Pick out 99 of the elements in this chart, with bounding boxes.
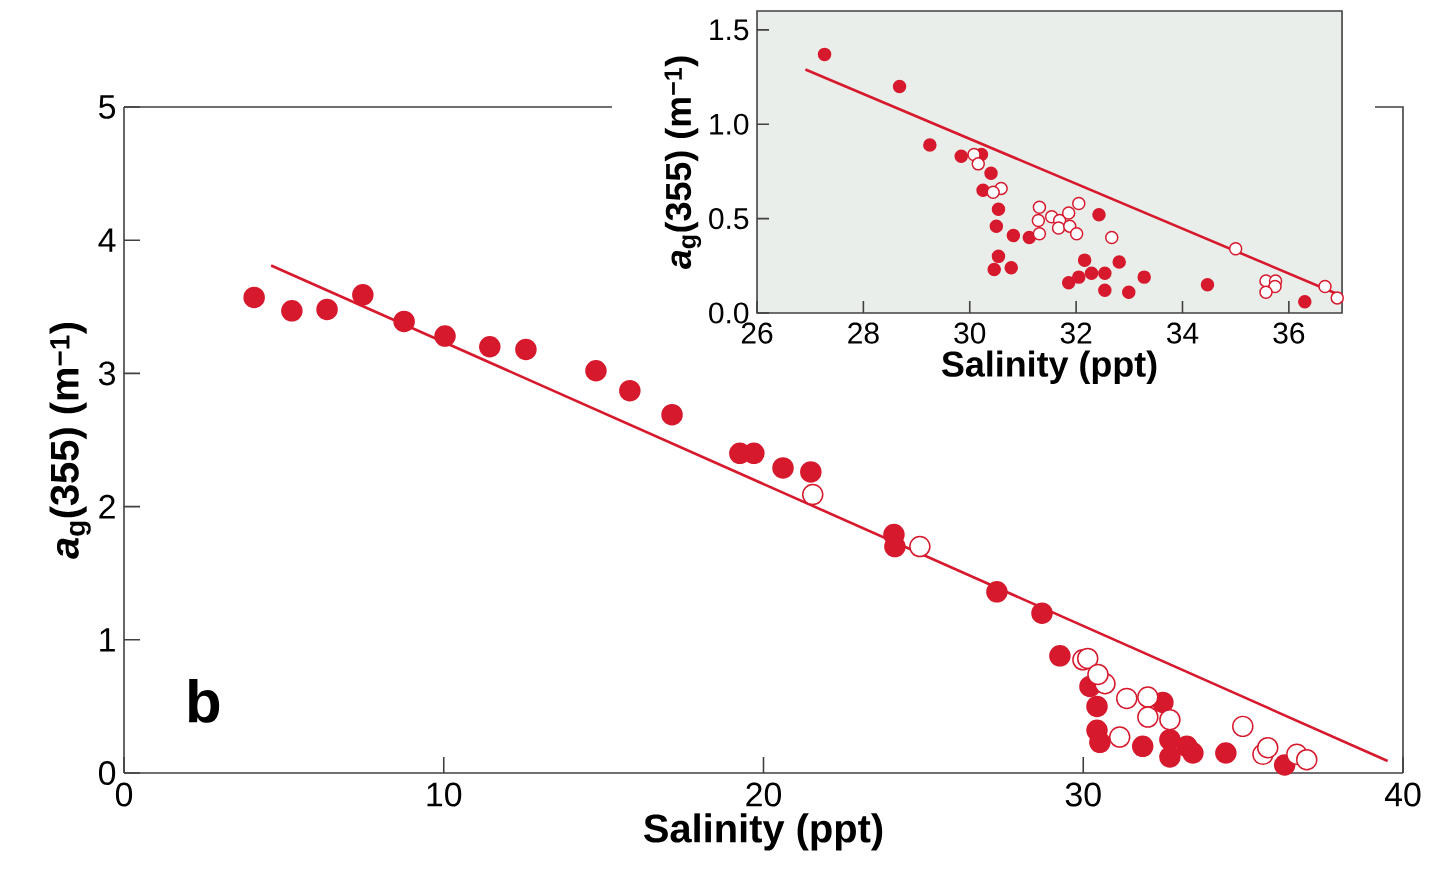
point	[1105, 230, 1119, 245]
point	[1092, 208, 1106, 222]
x-tick-label: 26	[741, 322, 773, 344]
y-tick-label: 1	[100, 628, 115, 652]
point	[1032, 200, 1047, 215]
y-tick-label: 5	[99, 95, 116, 119]
point	[1004, 260, 1018, 275]
x-tick-label: 0	[115, 782, 133, 807]
point	[817, 47, 832, 62]
point	[1051, 221, 1066, 235]
point	[1072, 270, 1086, 284]
y-tick-label: 2	[99, 494, 115, 519]
point	[316, 298, 338, 321]
x-tick-label: 30	[1065, 782, 1101, 807]
point	[1137, 270, 1151, 284]
x-tick-label: 32	[1060, 322, 1092, 344]
point	[1061, 276, 1076, 290]
y-axis-title: a$_{g}$(355) (m$^{−1}$)	[664, 56, 702, 269]
annotation: b	[189, 678, 220, 723]
point	[1259, 285, 1273, 299]
point	[1296, 748, 1318, 771]
point	[1159, 746, 1181, 768]
point	[991, 202, 1006, 216]
point	[281, 300, 303, 322]
x-axis-title: Salinity (ppt)	[643, 813, 883, 851]
x-tick-label: 40	[1384, 782, 1421, 807]
y-tick-label: 0.0	[709, 302, 749, 324]
point	[1298, 294, 1312, 309]
y-tick-label: 0	[98, 761, 116, 785]
y-tick-label: 3	[98, 361, 115, 386]
point	[1330, 291, 1344, 305]
point	[892, 79, 907, 94]
point	[1031, 213, 1046, 228]
x-tick-label: 36	[1273, 322, 1305, 344]
point	[515, 338, 537, 361]
point	[1232, 715, 1254, 738]
point	[1228, 242, 1243, 256]
point	[989, 219, 1004, 233]
point	[1076, 647, 1099, 670]
x-tick-label: 20	[746, 782, 782, 807]
point	[800, 461, 822, 483]
point	[1006, 228, 1021, 243]
point	[772, 457, 794, 479]
y-tick-label: 0.5	[709, 208, 749, 230]
point	[1182, 742, 1204, 764]
y-axis-title: a$_{g}$(355) (m$^{−1}$)	[49, 322, 91, 559]
point	[1022, 230, 1037, 245]
point	[1098, 266, 1112, 281]
point	[1137, 706, 1159, 728]
point	[743, 442, 765, 465]
point	[1137, 686, 1159, 708]
point	[352, 284, 374, 306]
point	[801, 483, 824, 506]
x-tick-label: 10	[427, 782, 462, 807]
point	[1089, 731, 1111, 754]
point	[1087, 663, 1109, 686]
point	[1122, 285, 1136, 299]
x-tick-label: 30	[954, 322, 986, 344]
point	[1115, 687, 1138, 710]
point	[991, 249, 1006, 264]
x-axis-title: Salinity (ppt)	[941, 350, 1157, 384]
point	[1108, 726, 1131, 748]
point	[1061, 206, 1076, 220]
point	[1032, 226, 1047, 241]
point	[585, 359, 607, 382]
point	[1200, 277, 1215, 292]
y-tick-label: 1.5	[710, 19, 749, 41]
point	[1215, 742, 1237, 764]
point	[986, 581, 1008, 603]
point	[984, 166, 998, 181]
point	[1084, 266, 1099, 281]
point	[986, 185, 1000, 199]
point	[1112, 255, 1126, 269]
point	[1098, 283, 1112, 298]
point	[479, 336, 501, 358]
point	[1077, 253, 1092, 267]
point	[954, 149, 968, 164]
point	[243, 286, 265, 309]
point	[619, 379, 641, 402]
point	[1318, 279, 1332, 294]
point	[987, 262, 1001, 277]
x-tick-label: 28	[848, 322, 879, 344]
point	[1072, 196, 1086, 211]
point	[1159, 708, 1181, 731]
point	[1069, 226, 1084, 241]
point	[1049, 645, 1071, 667]
point	[661, 403, 683, 426]
point	[909, 535, 931, 558]
point	[1256, 736, 1279, 759]
x-tick-label: 34	[1167, 322, 1199, 344]
y-tick-label: 1.0	[710, 113, 749, 135]
y-tick-label: 4	[98, 228, 116, 252]
point	[923, 138, 937, 152]
point	[1131, 735, 1154, 758]
point	[971, 157, 986, 171]
point	[434, 325, 456, 347]
point	[393, 310, 415, 333]
point	[1031, 602, 1053, 624]
point	[1086, 695, 1108, 718]
